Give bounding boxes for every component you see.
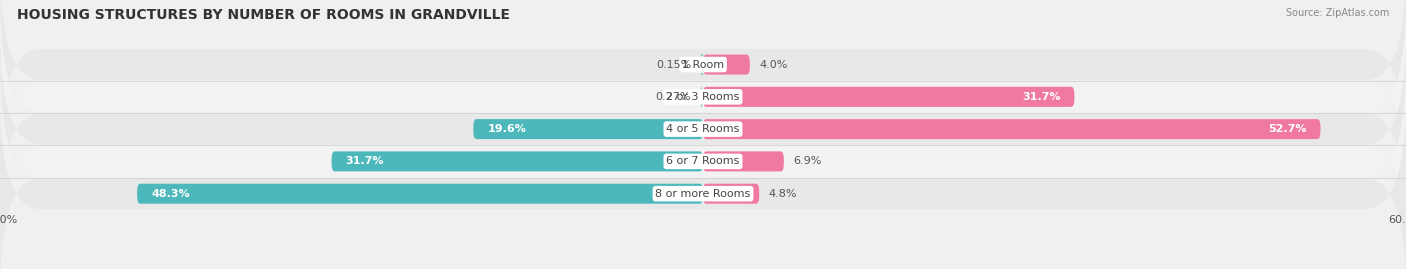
Text: 2 or 3 Rooms: 2 or 3 Rooms	[666, 92, 740, 102]
FancyBboxPatch shape	[703, 184, 759, 204]
FancyBboxPatch shape	[703, 55, 749, 75]
Text: 0.27%: 0.27%	[655, 92, 690, 102]
Text: 4.0%: 4.0%	[759, 59, 787, 70]
Text: 31.7%: 31.7%	[1022, 92, 1060, 102]
Text: 1 Room: 1 Room	[682, 59, 724, 70]
Text: 19.6%: 19.6%	[488, 124, 526, 134]
Text: 48.3%: 48.3%	[152, 189, 190, 199]
Text: 31.7%: 31.7%	[346, 156, 384, 167]
FancyBboxPatch shape	[0, 0, 1406, 194]
FancyBboxPatch shape	[703, 151, 785, 171]
Text: 4.8%: 4.8%	[769, 189, 797, 199]
FancyBboxPatch shape	[703, 119, 1320, 139]
FancyBboxPatch shape	[474, 119, 703, 139]
FancyBboxPatch shape	[700, 55, 704, 75]
Text: 6 or 7 Rooms: 6 or 7 Rooms	[666, 156, 740, 167]
Text: 52.7%: 52.7%	[1268, 124, 1306, 134]
Text: HOUSING STRUCTURES BY NUMBER OF ROOMS IN GRANDVILLE: HOUSING STRUCTURES BY NUMBER OF ROOMS IN…	[17, 8, 510, 22]
FancyBboxPatch shape	[332, 151, 703, 171]
Text: 4 or 5 Rooms: 4 or 5 Rooms	[666, 124, 740, 134]
FancyBboxPatch shape	[0, 64, 1406, 259]
FancyBboxPatch shape	[0, 32, 1406, 226]
FancyBboxPatch shape	[0, 96, 1406, 269]
FancyBboxPatch shape	[0, 0, 1406, 162]
Text: 0.15%: 0.15%	[657, 59, 692, 70]
FancyBboxPatch shape	[703, 87, 1074, 107]
Text: Source: ZipAtlas.com: Source: ZipAtlas.com	[1285, 8, 1389, 18]
Text: 6.9%: 6.9%	[793, 156, 821, 167]
FancyBboxPatch shape	[138, 184, 703, 204]
FancyBboxPatch shape	[700, 87, 703, 107]
Text: 8 or more Rooms: 8 or more Rooms	[655, 189, 751, 199]
